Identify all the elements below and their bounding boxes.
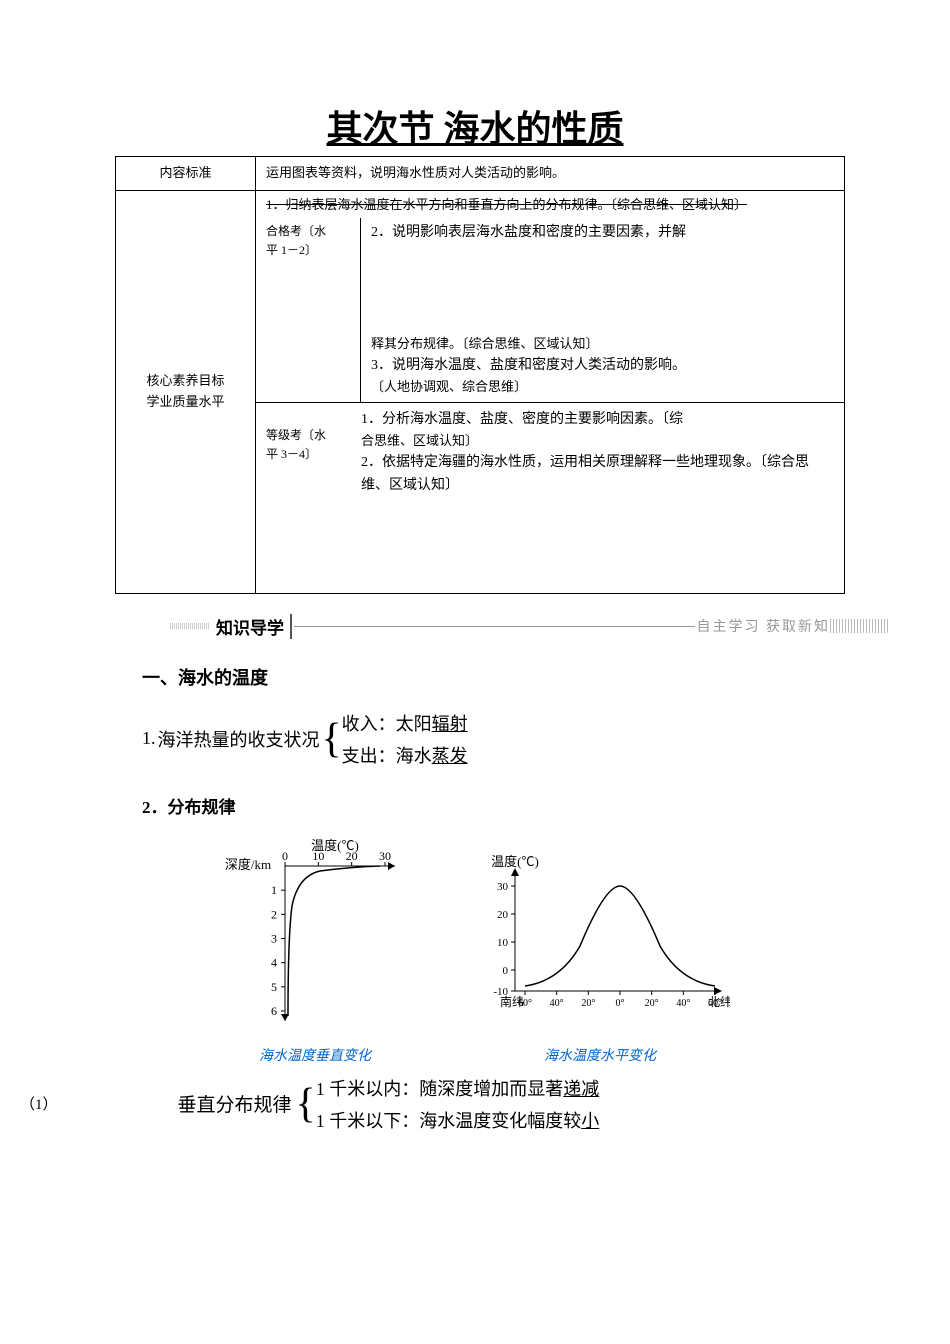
svg-text:10: 10 [312, 849, 324, 863]
brace1-line-b: 支出：海水蒸发 [342, 742, 468, 768]
c2-ylabel: 温度(℃) [491, 854, 539, 869]
guide-right-label: 自主学习 获取新知 [697, 616, 831, 636]
svg-text:0: 0 [503, 965, 509, 977]
svg-text:10: 10 [497, 937, 509, 949]
table-row1-label: 内容标准 [116, 157, 256, 191]
heading-item2: 2．分布规律 [142, 793, 890, 818]
stripes [830, 619, 890, 633]
c2-caption: 海水温度水平变化 [470, 1045, 730, 1065]
b1b-text: 支出：海水 [342, 746, 432, 766]
dengji-l2: 2．依据特定海疆的海水性质，运用相关原理解释一些地理现象。〔综合思维、区域认知〕 [361, 455, 809, 492]
bottom-line-b: 1 千米以下：海水温度变化幅度较小 [316, 1107, 600, 1133]
item1-label: 海洋热量的收支状况 [158, 726, 320, 752]
hege-b2: 3．说明海水温度、盐度和密度对人类活动的影响。 [371, 358, 686, 373]
standards-table: 内容标准 运用图表等资料，说明海水性质对人类活动的影响。 核心素养目标 学业质量… [115, 156, 845, 594]
svg-text:6: 6 [271, 1004, 277, 1018]
svg-text:20: 20 [346, 849, 358, 863]
dengji-l1b: 合思维、区域认知〕 [361, 431, 834, 452]
svg-text:40°: 40° [676, 998, 690, 1009]
svg-text:2: 2 [271, 907, 277, 921]
svg-text:30: 30 [379, 849, 391, 863]
lead-stripes [170, 623, 210, 629]
c2-xlabel-right: 北纬 [708, 995, 730, 1009]
table-dengji-cell: 等级考〔水 平 3－4〕 1．分析海水温度、盐度、密度的主要影响因素。〔综 合思… [256, 402, 845, 593]
table-row1-content: 运用图表等资料，说明海水性质对人类活动的影响。 [256, 157, 845, 191]
brace-left-2: { [296, 1083, 316, 1125]
c1-caption: 海水温度垂直变化 [220, 1045, 410, 1065]
hege-prefix: 合格考〔水 [266, 224, 326, 238]
svg-text:0°: 0° [616, 998, 625, 1009]
svg-text:5: 5 [271, 980, 277, 994]
chart-vertical: 温度(℃) 深度/km 0102030 123456 海水温度垂直变化 [220, 836, 410, 1065]
svg-text:20: 20 [497, 909, 509, 921]
svg-text:20°: 20° [581, 998, 595, 1009]
bb-u: 小 [581, 1111, 599, 1131]
table-row2-label: 核心素养目标 学业质量水平 [116, 190, 256, 593]
c1-ylabel: 深度/km [225, 857, 271, 872]
hege-line2: 2．说明影响表层海水盐度和密度的主要因素，并解 [371, 225, 686, 240]
brace1-line-a: 收入：太阳辐射 [342, 710, 468, 736]
dengji-prefix: 等级考〔水 [266, 428, 326, 442]
svg-text:0: 0 [282, 849, 288, 863]
b1a-text: 收入：太阳 [342, 714, 432, 734]
item1-num: 1. [142, 728, 156, 749]
guide-label: 知识导学 [216, 614, 292, 639]
struck-line: 1．归纳表层海水温度在水平方向和垂直方向上的分布规律。〔综合思维、区域认知〕 [266, 197, 747, 212]
bottom-label: 垂直分布规律 [178, 1090, 292, 1117]
svg-text:1: 1 [271, 883, 277, 897]
b1b-u: 蒸发 [432, 746, 468, 766]
page-title: 其次节 海水的性质 [60, 100, 890, 152]
svg-text:3: 3 [271, 931, 277, 945]
chart-area: 温度(℃) 深度/km 0102030 123456 海水温度垂直变化 温度(℃… [60, 836, 890, 1065]
c1-curve [288, 866, 380, 1016]
hege-suffix: 平 1－2〕 [266, 243, 317, 257]
b1a-u: 辐射 [432, 714, 468, 734]
section-guide: 知识导学 自主学习 获取新知 [170, 614, 890, 639]
bb-pre: 1 千米以下：海水温度变化幅度较 [316, 1111, 582, 1131]
bottom-paren: （1） [20, 1093, 58, 1114]
formula-row-1: 1. 海洋热量的收支状况 { 收入：太阳辐射 支出：海水蒸发 [142, 710, 890, 768]
svg-text:30: 30 [497, 881, 509, 893]
hege-b1: 释其分布规律。〔综合思维、区域认知〕 [371, 334, 834, 355]
table-hege-cell: 1．归纳表层海水温度在水平方向和垂直方向上的分布规律。〔综合思维、区域认知〕 合… [256, 190, 845, 402]
brace-left: { [322, 718, 342, 760]
svg-text:4: 4 [271, 956, 277, 970]
heading-sec1: 一、海水的温度 [142, 664, 890, 690]
svg-text:40°: 40° [550, 998, 564, 1009]
thin-line [294, 626, 695, 627]
ba-pre: 1 千米以内：随深度增加而显著 [316, 1079, 564, 1099]
c2-curve [525, 886, 715, 986]
dengji-suffix: 平 3－4〕 [266, 447, 317, 461]
svg-text:20°: 20° [645, 998, 659, 1009]
c2-xlabel-left: 南纬 [500, 994, 524, 1009]
bottom-line-a: 1 千米以内：随深度增加而显著递减 [316, 1075, 600, 1101]
ba-u: 递减 [563, 1079, 599, 1099]
dengji-l1: 1．分析海水温度、盐度、密度的主要影响因素。〔综 [361, 412, 683, 427]
hege-b3: 〔人地协调观、综合思维〕 [371, 377, 834, 398]
chart-horizontal: 温度(℃) 3020100-10 60°40°20°0°20°40°60° 南纬… [470, 836, 730, 1065]
bottom-row: （1） 垂直分布规律 { 1 千米以内：随深度增加而显著递减 1 千米以下：海水… [60, 1075, 890, 1133]
